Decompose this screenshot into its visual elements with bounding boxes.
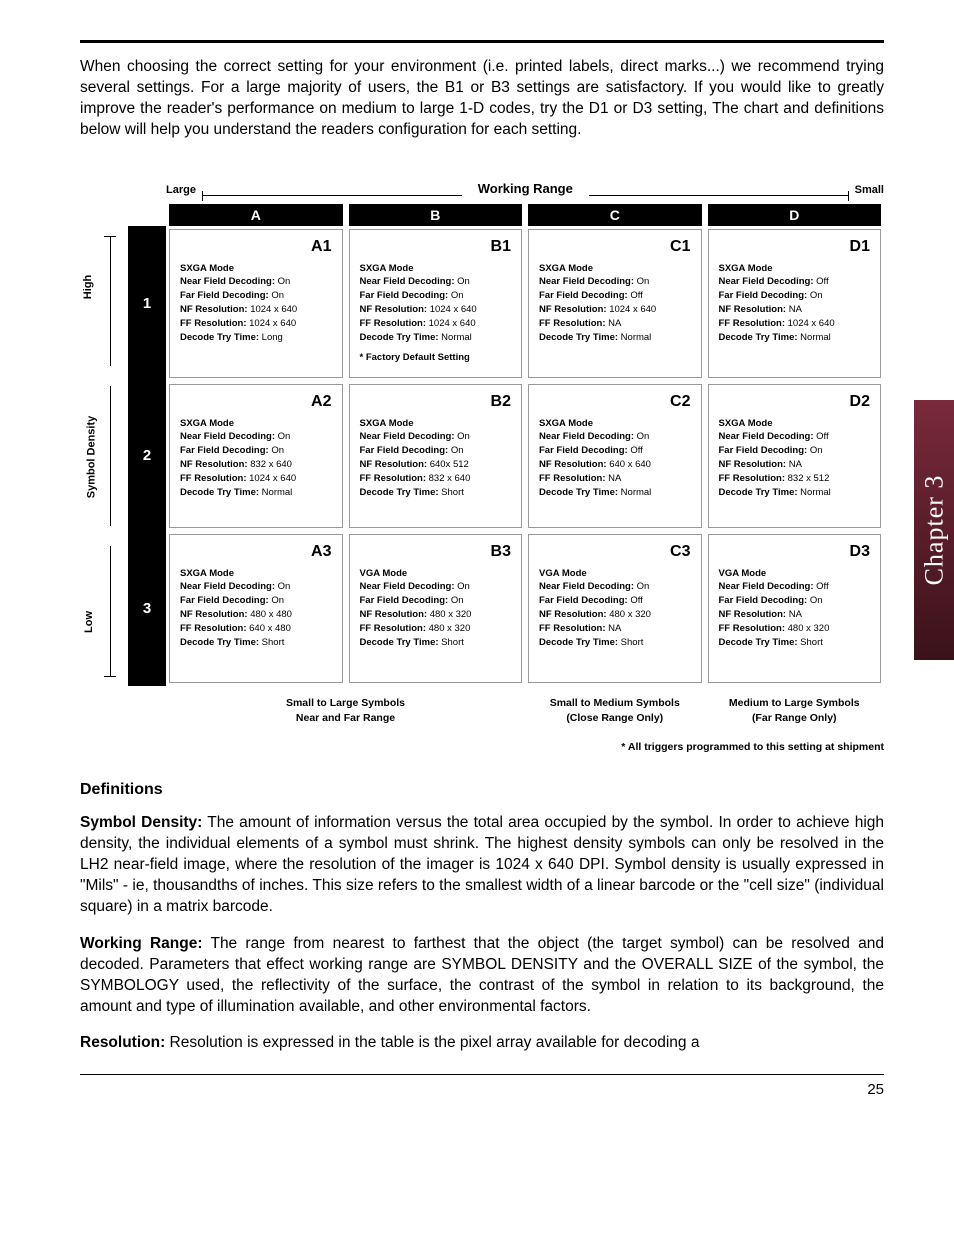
working-range-right: Small — [855, 184, 884, 196]
bg-line1: Small to Large Symbols — [166, 696, 525, 712]
cell-specs: VGA Mode Near Field Decoding: On Far Fie… — [360, 567, 512, 650]
cell-specs: SXGA Mode Near Field Decoding: On Far Fi… — [180, 262, 332, 345]
cell-code: D1 — [719, 238, 871, 256]
row-numbers: 1 2 3 — [128, 226, 166, 686]
settings-cell: A1 SXGA Mode Near Field Decoding: On Far… — [169, 229, 343, 378]
cell-code: D2 — [719, 393, 871, 411]
bottom-rule — [80, 1074, 884, 1075]
cell-code: C1 — [539, 238, 691, 256]
cell-specs: SXGA Mode Near Field Decoding: On Far Fi… — [180, 417, 332, 500]
y-axis-labels: High Symbol Density Low — [80, 226, 100, 686]
definition-item: Working Range: The range from nearest to… — [80, 934, 884, 1018]
cell-code: B2 — [360, 393, 512, 411]
working-range-left: Large — [166, 184, 196, 196]
cell-code: D3 — [719, 543, 871, 561]
y-axis-line — [102, 226, 118, 686]
cell-code: C3 — [539, 543, 691, 561]
cell-specs: SXGA Mode Near Field Decoding: On Far Fi… — [539, 417, 691, 500]
grid: High Symbol Density Low 1 2 3 A1 — [80, 226, 884, 686]
bottom-group: Small to Large Symbols Near and Far Rang… — [166, 696, 525, 728]
settings-cell: D1 SXGA Mode Near Field Decoding: Off Fa… — [708, 229, 882, 378]
bottom-group: Small to Medium Symbols (Close Range Onl… — [525, 696, 705, 728]
cell-specs: VGA Mode Near Field Decoding: Off Far Fi… — [719, 567, 871, 650]
definition-term: Working Range: — [80, 935, 203, 952]
definition-text: Resolution is expressed in the table is … — [165, 1034, 699, 1051]
settings-cell: B3 VGA Mode Near Field Decoding: On Far … — [349, 534, 523, 683]
bg-line2: Near and Far Range — [166, 711, 525, 727]
bg-line1: Small to Medium Symbols — [525, 696, 705, 712]
page: When choosing the correct setting for yo… — [0, 0, 954, 1138]
definition-item: Resolution: Resolution is expressed in t… — [80, 1033, 884, 1054]
col-header: A — [169, 204, 343, 226]
col-header: C — [528, 204, 702, 226]
working-range-label: Working Range — [478, 181, 573, 196]
chapter-side-tab-label: Chapter 3 — [919, 475, 949, 586]
definition-item: Symbol Density: The amount of informatio… — [80, 813, 884, 918]
top-rule — [80, 40, 884, 43]
ship-note: * All triggers programmed to this settin… — [80, 741, 884, 753]
settings-cell: B2 SXGA Mode Near Field Decoding: On Far… — [349, 384, 523, 528]
cell-specs: SXGA Mode Near Field Decoding: On Far Fi… — [180, 567, 332, 650]
intro-paragraph: When choosing the correct setting for yo… — [80, 57, 884, 141]
col-header: D — [708, 204, 882, 226]
definitions-section: Definitions Symbol Density: The amount o… — [80, 781, 884, 1054]
cell-code: B1 — [360, 238, 512, 256]
settings-cell: D2 SXGA Mode Near Field Decoding: Off Fa… — [708, 384, 882, 528]
cells: A1 SXGA Mode Near Field Decoding: On Far… — [166, 226, 884, 686]
row-num: 3 — [128, 531, 166, 686]
column-headers: A B C D — [128, 204, 884, 226]
cell-specs: SXGA Mode Near Field Decoding: On Far Fi… — [539, 262, 691, 345]
col-header: B — [349, 204, 523, 226]
cell-code: B3 — [360, 543, 512, 561]
bg-line2: (Far Range Only) — [705, 711, 885, 727]
chapter-side-tab: Chapter 3 — [914, 400, 954, 660]
cell-specs: SXGA Mode Near Field Decoding: Off Far F… — [719, 417, 871, 500]
cell-specs: SXGA Mode Near Field Decoding: On Far Fi… — [360, 262, 512, 345]
cell-row: A3 SXGA Mode Near Field Decoding: On Far… — [166, 531, 884, 686]
bottom-group-labels: Small to Large Symbols Near and Far Rang… — [128, 696, 884, 728]
settings-cell: A3 SXGA Mode Near Field Decoding: On Far… — [169, 534, 343, 683]
cell-row: A2 SXGA Mode Near Field Decoding: On Far… — [166, 381, 884, 531]
definition-term: Symbol Density: — [80, 814, 202, 831]
definitions-heading: Definitions — [80, 781, 884, 799]
cell-code: C2 — [539, 393, 691, 411]
cell-specs: SXGA Mode Near Field Decoding: On Far Fi… — [360, 417, 512, 500]
bottom-group: Medium to Large Symbols (Far Range Only) — [705, 696, 885, 728]
y-density: Symbol Density — [85, 415, 97, 498]
bg-line2: (Close Range Only) — [525, 711, 705, 727]
cell-code: A3 — [180, 543, 332, 561]
settings-cell: C3 VGA Mode Near Field Decoding: On Far … — [528, 534, 702, 683]
settings-cell: D3 VGA Mode Near Field Decoding: Off Far… — [708, 534, 882, 683]
settings-cell: A2 SXGA Mode Near Field Decoding: On Far… — [169, 384, 343, 528]
y-low: Low — [83, 611, 95, 633]
bg-line1: Medium to Large Symbols — [705, 696, 885, 712]
row-num: 2 — [128, 381, 166, 531]
page-number: 25 — [80, 1081, 884, 1098]
row-num: 1 — [128, 226, 166, 381]
cell-specs: VGA Mode Near Field Decoding: On Far Fie… — [539, 567, 691, 650]
definition-term: Resolution: — [80, 1034, 165, 1051]
working-range-axis: Large Working Range Small — [128, 177, 884, 196]
settings-chart: Large Working Range Small A B C D High S… — [80, 177, 884, 754]
cell-row: A1 SXGA Mode Near Field Decoding: On Far… — [166, 226, 884, 381]
cell-specs: SXGA Mode Near Field Decoding: Off Far F… — [719, 262, 871, 345]
cell-code: A2 — [180, 393, 332, 411]
cell-footnote: * Factory Default Setting — [360, 352, 512, 363]
y-high: High — [82, 274, 94, 298]
cell-code: A1 — [180, 238, 332, 256]
settings-cell: C2 SXGA Mode Near Field Decoding: On Far… — [528, 384, 702, 528]
settings-cell: B1 SXGA Mode Near Field Decoding: On Far… — [349, 229, 523, 378]
settings-cell: C1 SXGA Mode Near Field Decoding: On Far… — [528, 229, 702, 378]
